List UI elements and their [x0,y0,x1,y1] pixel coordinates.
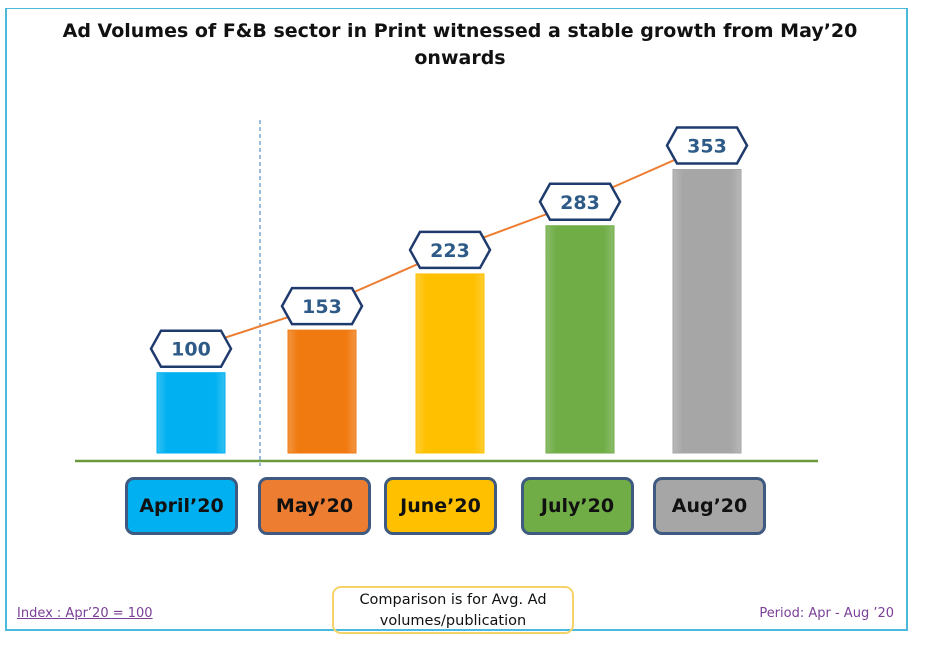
bar-3 [545,225,615,454]
data-label-3: 283 [560,192,600,214]
data-label-1: 153 [302,296,342,318]
comparison-note: Comparison is for Avg. Ad volumes/public… [332,586,574,634]
index-note: Index : Apr’20 = 100 [17,606,153,621]
x-tick-label-1: May’20 [258,477,371,535]
data-label-2: 223 [430,240,470,262]
bar-4 [672,169,742,454]
x-tick-label-3: July’20 [521,477,634,535]
value-label-box-2 [408,230,492,270]
x-tick-label-0: April’20 [125,477,238,535]
value-label-box-1 [280,286,364,326]
data-label-0: 100 [171,339,211,361]
chart-title: Ad Volumes of F&B sector in Print witnes… [62,20,858,69]
period-note: Period: Apr - Aug ’20 [759,606,894,621]
x-tick-label-4: Aug’20 [653,477,766,535]
chart-frame [5,8,908,631]
value-label-box-4 [665,126,749,165]
data-label-4: 353 [687,136,727,158]
value-label-box-0 [149,329,233,368]
bar-1 [287,329,357,454]
bar-0 [156,372,226,454]
x-tick-label-2: June’20 [384,477,497,535]
value-label-box-3 [538,182,622,222]
bar-2 [415,273,485,454]
